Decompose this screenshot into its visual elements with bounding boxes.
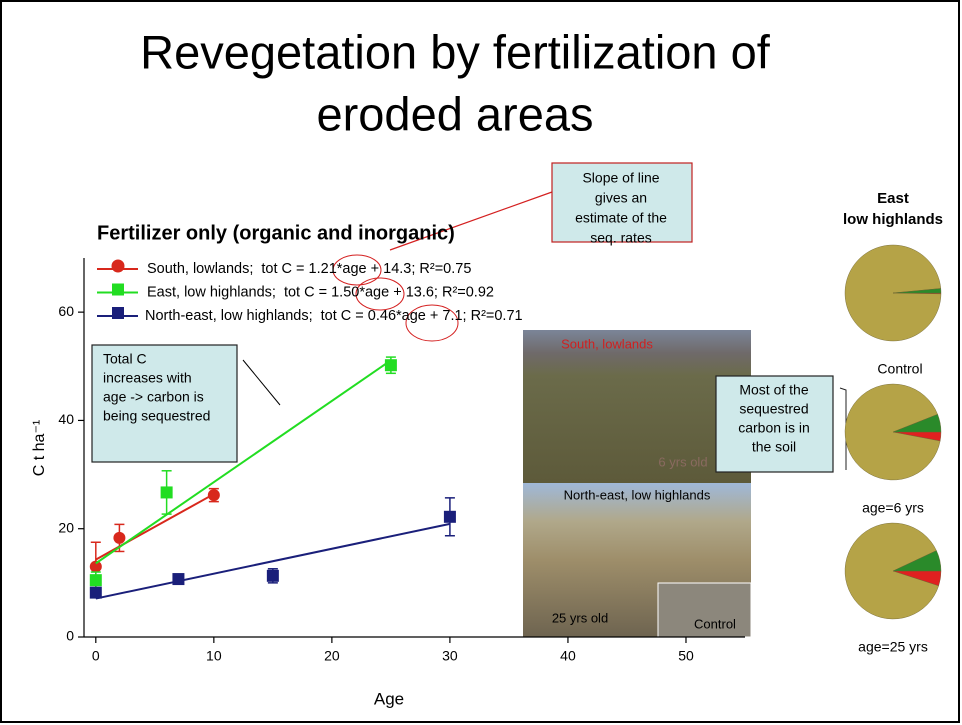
- pie-title: age=6 yrs: [862, 500, 924, 516]
- pie-header: East: [877, 190, 909, 207]
- callout-text: Slope of line: [582, 170, 659, 186]
- photo-label: South, lowlands: [561, 336, 653, 351]
- legend-entry: East, low highlands; tot C = 1.50*age + 1…: [147, 284, 494, 300]
- legend-entry: North-east, low highlands; tot C = 0.46*a…: [145, 308, 523, 324]
- legend-name: East, low highlands;: [147, 284, 276, 300]
- callout-text: estimate of the: [575, 210, 667, 226]
- legend-marker: [112, 284, 124, 296]
- point: [90, 587, 102, 599]
- callout-text: gives an: [595, 190, 647, 206]
- point: [385, 359, 397, 371]
- photo-label: 25 yrs old: [552, 610, 608, 625]
- callout-text: sequestred: [739, 401, 808, 417]
- callout-text: increases with: [103, 370, 192, 386]
- legend-marker: [112, 307, 124, 319]
- slide-title: eroded areas: [317, 87, 594, 140]
- callout-text: the soil: [752, 439, 796, 455]
- callout-text: being sequestred: [103, 408, 210, 424]
- x-tick-label: 10: [206, 648, 222, 664]
- point: [267, 570, 279, 582]
- callout-text: seq. rates: [590, 230, 651, 246]
- pie-header: low highlands: [843, 211, 943, 228]
- y-tick-label: 20: [58, 519, 74, 535]
- pie-title: age=25 yrs: [858, 639, 928, 655]
- x-tick-label: 30: [442, 648, 458, 664]
- pie-title: Control: [877, 361, 922, 377]
- point: [444, 511, 456, 523]
- y-axis-label: C t ha⁻¹: [31, 420, 48, 476]
- photo-label: Control: [694, 616, 736, 631]
- slide: Revegetation by fertilization of eroded …: [0, 0, 962, 725]
- legend-name: South, lowlands;: [147, 261, 253, 277]
- legend-entry: South, lowlands; tot C = 1.21*age + 14.3;…: [147, 261, 471, 277]
- point: [90, 574, 102, 586]
- point: [113, 532, 125, 544]
- x-tick-label: 40: [560, 648, 576, 664]
- legend-equation: tot C = 1.21*age + 14.3; R²=0.75: [261, 261, 471, 277]
- callout-text: Most of the: [739, 382, 808, 398]
- x-axis-label: Age: [374, 689, 404, 708]
- legend-marker: [112, 260, 125, 273]
- x-tick-label: 50: [678, 648, 694, 664]
- y-tick-label: 0: [66, 628, 74, 644]
- legend-equation: tot C = 0.46*age + 7.1; R²=0.71: [321, 308, 523, 324]
- photo-label: North-east, low highlands: [564, 487, 711, 502]
- x-tick-label: 0: [92, 648, 100, 664]
- legend-name: North-east, low highlands;: [145, 308, 313, 324]
- point: [208, 489, 220, 501]
- callout-text: carbon is in: [738, 420, 810, 436]
- chart-title: Fertilizer only (organic and inorganic): [97, 222, 455, 244]
- x-tick-label: 20: [324, 648, 340, 664]
- callout-text: age -> carbon is: [103, 389, 204, 405]
- point: [161, 486, 173, 498]
- y-tick-label: 40: [58, 411, 74, 427]
- slide-title: Revegetation by fertilization of: [140, 25, 771, 78]
- photo-label: 6 yrs old: [658, 454, 707, 469]
- point: [172, 573, 184, 585]
- legend-equation: tot C = 1.50*age + 13.6; R²=0.92: [284, 284, 494, 300]
- y-tick-label: 60: [58, 303, 74, 319]
- callout-text: Total C: [103, 351, 147, 367]
